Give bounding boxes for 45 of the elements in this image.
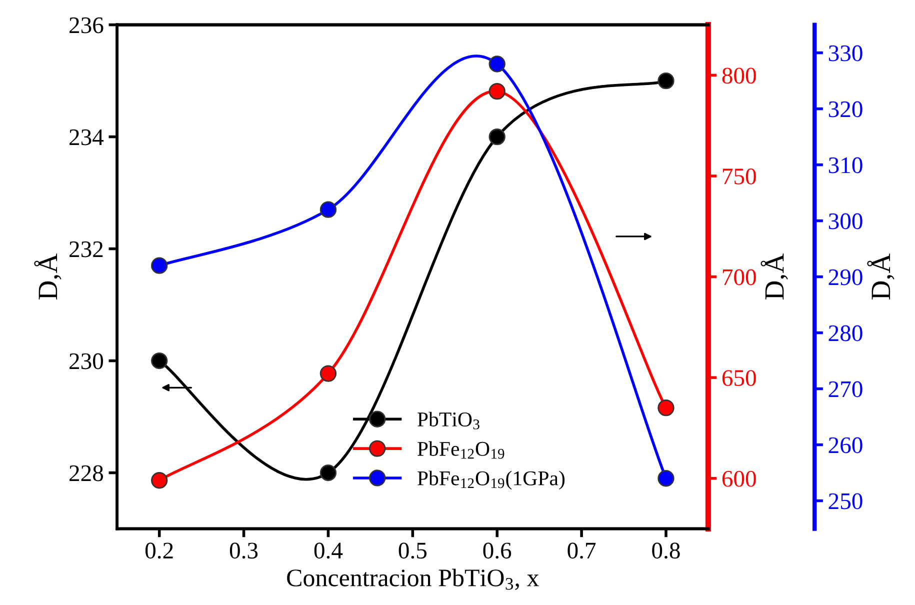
x-tick-label: 0.2	[145, 542, 173, 559]
x-tick-label: 0.5	[398, 542, 426, 559]
y3-tick-label: 260	[828, 437, 862, 454]
legend-label: PbFe$_{12}$O$_{19}$(1GPa)	[418, 470, 565, 490]
point	[488, 82, 506, 100]
y2-tick-label: 750	[722, 168, 756, 184]
point	[151, 257, 168, 274]
x-tick-label: 0.8	[652, 542, 680, 559]
legend-label: PbTiO$_{3}$	[418, 412, 480, 430]
y3-tick-label: 320	[828, 101, 862, 118]
y-tick-label: 236	[70, 17, 104, 34]
y-tick-label: 232	[70, 241, 103, 258]
y3-tick-label: 250	[828, 493, 862, 510]
x-tick-label: 0.6	[483, 542, 512, 559]
point	[488, 56, 506, 72]
point	[320, 464, 337, 482]
x-tick-label: 0.3	[230, 542, 258, 559]
y3-tick-label: 300	[828, 213, 862, 230]
y-axis-title: D,Å	[34, 253, 62, 300]
y3-axis-title: D,Å	[867, 253, 894, 300]
point	[320, 365, 337, 382]
y2-tick-label: 700	[722, 269, 756, 286]
y3-tick-label: 330	[828, 45, 862, 62]
y-tick-label: 228	[70, 465, 104, 482]
point	[488, 128, 506, 146]
point	[658, 72, 674, 90]
y-tick-label: 230	[70, 353, 104, 370]
x-tick-label: 0.7	[568, 542, 596, 559]
point	[320, 201, 337, 218]
legend-label: PbFe$_{12}$O$_{19}$	[418, 441, 504, 459]
y2-tick-label: 600	[722, 470, 756, 487]
y2-axis-title: D,Å	[760, 253, 788, 300]
y3-tick-label: 290	[828, 269, 862, 286]
x-tick-label: 0.4	[314, 542, 343, 559]
point	[151, 352, 168, 370]
y2-tick-label: 800	[722, 68, 756, 84]
y2-tick-label: 650	[722, 370, 756, 386]
point	[151, 472, 168, 489]
y-tick-label: 234	[70, 129, 104, 146]
point	[658, 399, 674, 416]
y3-tick-label: 270	[828, 381, 862, 398]
y3-tick-label: 280	[828, 325, 862, 342]
point	[658, 470, 674, 487]
x-axis-title: Concentracion PbTiO$_{3}$, x	[287, 568, 539, 590]
y3-tick-label: 310	[828, 157, 862, 174]
